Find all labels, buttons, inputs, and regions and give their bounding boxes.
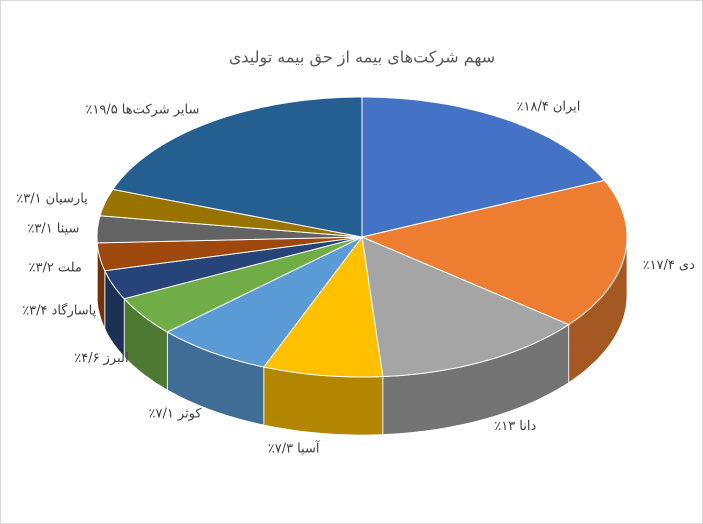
value-label: ۱۹/۵٪ [85,102,117,117]
data-label: پارسیان ۳/۱٪ [16,191,88,206]
slice [111,96,363,238]
data-label: کوثر۷/۱٪ [149,406,203,421]
category-label: سایر شرکت‌ها [122,102,200,117]
category-label: پاسارگاد [52,302,97,318]
value-label: ۳/۲٪ [29,260,54,275]
category-label: سینا [57,221,80,236]
slice [360,179,628,326]
category-label: دانا [519,419,536,434]
data-label: دی ۱۷/۴٪ [643,257,695,272]
slice [96,215,363,244]
value-label: ۱۸/۴٪ [517,99,549,114]
value-label: ۴/۶٪ [74,351,99,366]
slice [96,236,363,272]
value-label: ۳/۴٪ [22,303,47,318]
category-label: پارسیان [46,191,89,206]
data-label: آسیا ۷/۳٪ [268,439,321,456]
data-label: سینا ۳/۱٪ [27,221,79,236]
slice [104,236,363,300]
category-label: دی [679,257,695,272]
data-label: سایر شرکت‌ها ۱۹/۵٪ [85,102,199,117]
value-label: ۱۳٪ [494,419,515,434]
data-label: البرز ۴/۶٪ [74,351,128,366]
value-label: ۱۷/۴٪ [643,257,675,272]
value-label: ۳/۱٪ [16,191,41,206]
value-label: ۷/۱٪ [149,406,174,421]
category-label: کوثر [177,406,203,421]
data-label: ایران ۱۸/۴٪ [517,99,581,114]
category-label: البرز [103,351,129,366]
slice [361,236,570,378]
data-label: ملت ۳/۲٪ [29,260,82,275]
value-label: ۳/۱٪ [27,221,52,236]
slice [123,236,363,333]
category-label: آسیا [297,439,321,456]
slice [262,235,384,378]
category-label: ایران [553,99,581,114]
value-label: ۷/۳٪ [268,441,293,456]
slice [361,96,606,238]
category-label: ملت [58,260,82,275]
slice [99,188,363,238]
chart-title: سهم شرکت‌های بیمه از حق بیمه تولیدی [229,48,495,68]
data-label: پاسارگاد ۳/۴٪ [22,302,96,318]
data-label: دانا ۱۳٪ [494,419,536,434]
slice [166,236,363,368]
